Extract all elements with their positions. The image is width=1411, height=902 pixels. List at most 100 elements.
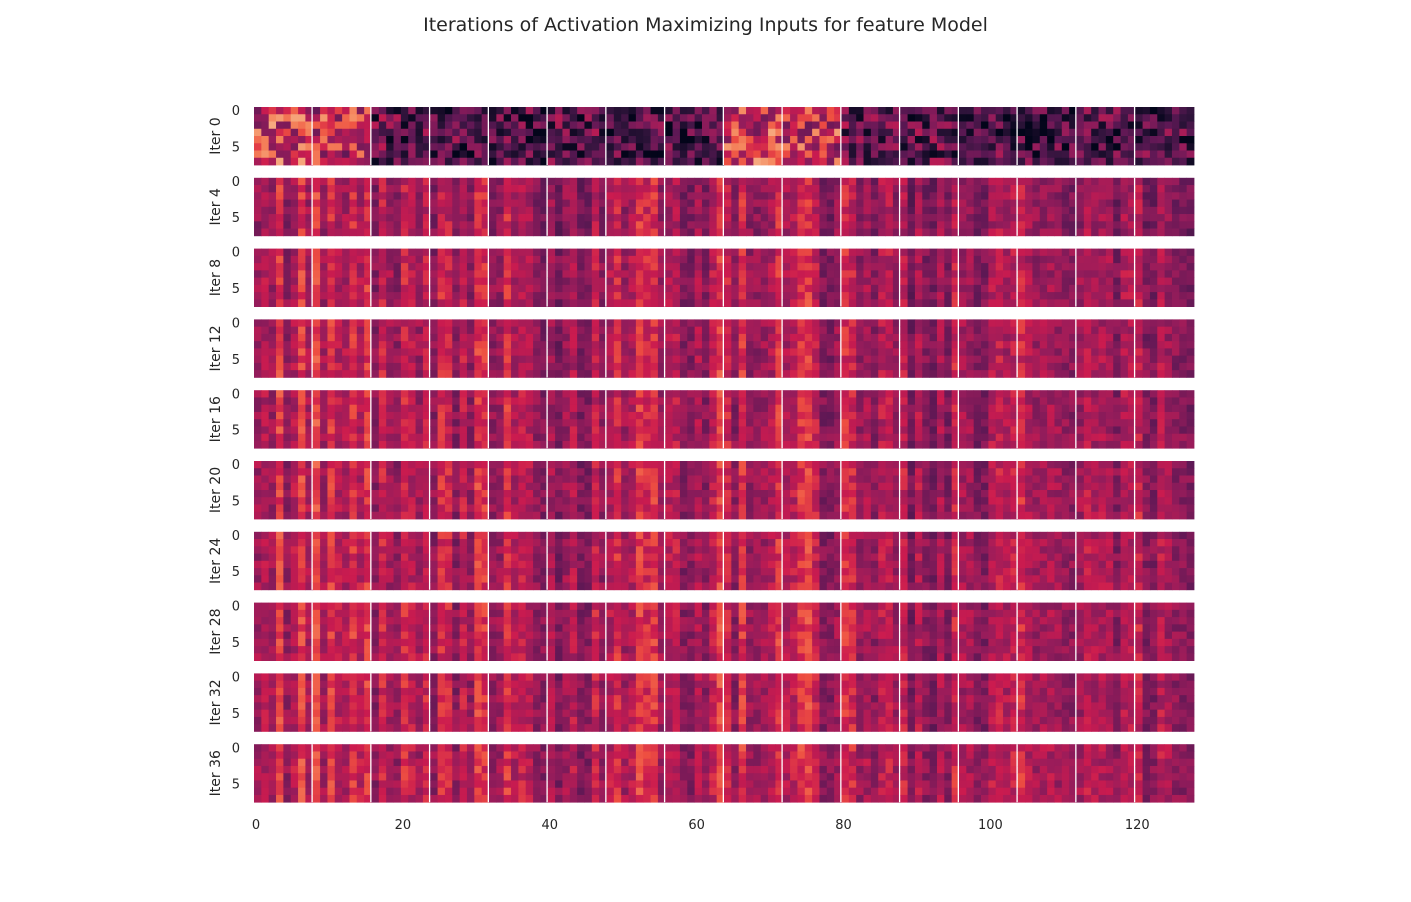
heatmap-cell — [995, 270, 1004, 278]
heatmap-cell — [356, 397, 365, 406]
heatmap-cell — [1179, 185, 1188, 193]
heatmap-cell — [569, 362, 578, 371]
heatmap-cell — [1025, 255, 1033, 264]
heatmap-cell — [591, 397, 600, 406]
heatmap-cell — [966, 292, 975, 300]
heatmap-cell — [768, 419, 776, 427]
heatmap-cell — [1069, 136, 1077, 144]
heatmap-cell — [672, 411, 681, 420]
heatmap-cell — [547, 206, 556, 215]
heatmap-cell — [812, 411, 820, 420]
heatmap-cell — [753, 404, 762, 413]
heatmap-cell — [966, 114, 975, 122]
heatmap-cell — [731, 185, 740, 193]
heatmap-cell — [276, 397, 284, 406]
heatmap-cell — [577, 157, 585, 166]
heatmap-cell — [466, 333, 475, 342]
heatmap-cell — [1157, 370, 1166, 378]
heatmap-cell — [1171, 326, 1180, 335]
heatmap-cell — [1179, 199, 1188, 208]
heatmap-cell — [738, 355, 747, 364]
heatmap-cell — [525, 107, 534, 115]
heatmap-cell — [591, 319, 600, 328]
heatmap-cell — [716, 284, 725, 293]
heatmap-cell — [922, 362, 931, 371]
heatmap-cell — [489, 426, 497, 435]
heatmap-cell — [944, 248, 953, 257]
heatmap-cell — [804, 411, 813, 420]
heatmap-cell — [503, 292, 512, 300]
heatmap-cell — [657, 214, 666, 222]
heatmap-cell — [863, 419, 872, 427]
heatmap-cell — [606, 341, 615, 349]
heatmap-cell — [922, 248, 931, 257]
heatmap-cell — [1025, 270, 1033, 278]
heatmap-cell — [430, 326, 438, 335]
heatmap-cell — [643, 419, 651, 427]
heatmap-cell — [562, 299, 571, 307]
heatmap-cell — [679, 185, 688, 193]
heatmap-cell — [261, 248, 270, 257]
heatmap-cell — [562, 284, 571, 293]
heatmap-cell — [1076, 326, 1085, 335]
heatmap-cell — [834, 341, 842, 349]
heatmap-cell — [834, 107, 842, 115]
heatmap-cell — [650, 284, 659, 293]
heatmap-cell — [511, 199, 519, 208]
heatmap-cell — [459, 355, 468, 364]
heatmap-cell — [606, 107, 615, 115]
heatmap-cell — [540, 284, 549, 293]
heatmap-cell — [797, 419, 806, 427]
heatmap-cell — [1186, 199, 1195, 208]
heatmap-cell — [283, 192, 292, 200]
heatmap-cell — [643, 299, 651, 307]
heatmap-cell — [1017, 214, 1026, 222]
heatmap-cell — [1083, 136, 1092, 144]
heatmap-cell — [709, 157, 718, 166]
heatmap-cell — [621, 248, 629, 257]
heatmap-cell — [452, 107, 461, 115]
heatmap-cell — [672, 370, 681, 378]
heatmap-cell — [305, 348, 314, 357]
heatmap-cell — [819, 419, 828, 427]
heatmap-cell — [966, 370, 975, 378]
heatmap-cell — [320, 143, 328, 151]
heatmap-cell — [533, 157, 541, 166]
heatmap-cell — [848, 362, 857, 371]
heatmap-cell — [768, 299, 776, 307]
heatmap-cell — [973, 199, 982, 208]
heatmap-cell — [1091, 355, 1099, 364]
heatmap-cell — [665, 136, 673, 144]
heatmap-cell — [841, 206, 850, 215]
heatmap-cell — [415, 341, 424, 349]
heatmap-cell — [1003, 228, 1011, 237]
heatmap-cell — [621, 299, 629, 307]
heatmap-cell — [1186, 192, 1195, 200]
heatmap-cell — [929, 419, 938, 427]
heatmap-cell — [760, 370, 769, 378]
heatmap-cell — [760, 326, 769, 335]
heatmap-cell — [599, 136, 607, 144]
heatmap-cell — [444, 284, 453, 293]
heatmap-cell — [657, 440, 666, 449]
heatmap-cell — [848, 221, 857, 229]
heatmap-cell — [657, 426, 666, 435]
heatmap-cell — [511, 228, 519, 237]
heatmap-cell — [1039, 362, 1048, 371]
heatmap-cell — [804, 390, 813, 398]
heatmap-cell — [826, 228, 835, 237]
heatmap-cell — [364, 221, 372, 229]
heatmap-cell — [540, 114, 549, 122]
heatmap-cell — [885, 199, 894, 208]
heatmap-cell — [481, 411, 490, 420]
heatmap-cell — [312, 355, 321, 364]
heatmap-cell — [790, 299, 798, 307]
heatmap-cell — [782, 319, 791, 328]
heatmap-cell — [848, 255, 857, 264]
y-tick-label: 0 — [232, 317, 240, 332]
heatmap-cell — [724, 411, 732, 420]
heatmap-cell — [437, 433, 446, 442]
heatmap-cell — [1186, 263, 1195, 271]
heatmap-cell — [643, 128, 651, 137]
y-tick-label: 0 — [232, 104, 240, 119]
